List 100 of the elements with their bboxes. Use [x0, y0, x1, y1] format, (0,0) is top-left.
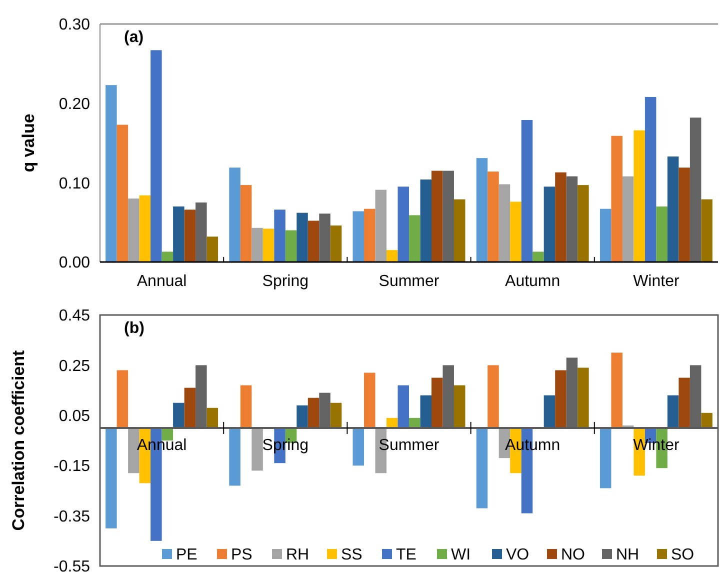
chart-title: (a)	[124, 29, 144, 46]
bar	[262, 228, 274, 262]
y-tick-label: -0.15	[54, 458, 90, 476]
bar	[678, 168, 690, 262]
bar	[544, 186, 556, 262]
x-tick-label: Autumn	[505, 273, 560, 290]
bar	[521, 120, 533, 262]
bar	[578, 185, 589, 262]
bar	[498, 184, 510, 262]
bar	[488, 172, 499, 262]
bar	[274, 210, 286, 262]
y-tick-label: 0.30	[58, 16, 90, 34]
bar	[398, 186, 409, 262]
legend-label: VO	[506, 546, 530, 564]
legend-label: PS	[231, 546, 252, 564]
bar	[701, 199, 712, 262]
bar	[116, 124, 128, 262]
y-axis-title: q value	[19, 114, 38, 172]
legend-label: NO	[561, 546, 585, 564]
x-tick-label: Spring	[262, 273, 309, 290]
y-tick-label: 0.05	[58, 408, 90, 425]
y-tick-label: -0.55	[54, 558, 90, 573]
bar	[296, 212, 308, 262]
x-tick-label: Winter	[633, 273, 680, 290]
bar	[139, 195, 151, 262]
y-tick-label: 0.10	[58, 175, 90, 192]
bar	[420, 179, 432, 262]
bar	[330, 226, 342, 262]
bar	[364, 208, 376, 262]
legend-label: SO	[671, 546, 694, 564]
chart-title: (b)	[124, 320, 144, 337]
bar	[488, 365, 499, 428]
bar	[296, 405, 308, 428]
bar	[644, 96, 656, 262]
bar	[330, 402, 342, 428]
bar	[476, 428, 488, 508]
bar	[431, 378, 443, 428]
bar	[544, 395, 556, 428]
bar	[308, 220, 320, 262]
bar	[678, 378, 690, 428]
bar	[173, 402, 184, 428]
bar	[285, 230, 297, 262]
bar	[409, 215, 420, 262]
bar	[611, 352, 622, 428]
legend-label: TE	[396, 546, 416, 564]
bar	[442, 170, 454, 262]
bar	[532, 252, 544, 262]
bar	[454, 199, 466, 262]
bar	[566, 176, 578, 262]
bar	[252, 228, 263, 262]
y-tick-label: 0.45	[58, 308, 90, 325]
x-tick-label: Summer	[378, 273, 440, 290]
bar	[510, 202, 522, 262]
bar	[476, 158, 488, 262]
bar	[106, 85, 117, 262]
bar	[364, 372, 376, 428]
legend-label: WI	[451, 546, 471, 564]
bar	[206, 408, 218, 428]
x-tick-label: Annual	[136, 273, 187, 290]
bar	[375, 190, 387, 262]
bar	[398, 385, 409, 428]
bar	[578, 368, 589, 428]
bar	[184, 210, 196, 262]
bar	[116, 370, 128, 428]
bar	[667, 156, 679, 262]
legend-label: NH	[616, 546, 640, 564]
bar	[454, 385, 466, 428]
bar	[634, 130, 645, 262]
bar	[352, 211, 364, 262]
bar	[240, 185, 252, 262]
bar	[431, 170, 443, 262]
bar	[622, 176, 634, 262]
bar	[555, 172, 566, 262]
bar	[555, 370, 566, 428]
bar	[150, 50, 162, 262]
y-axis-title: Correlation coefficient	[9, 350, 28, 531]
bar	[184, 388, 196, 428]
bar	[701, 412, 712, 428]
bar	[667, 395, 679, 428]
y-tick-label: -0.35	[54, 508, 90, 526]
y-tick-label: 0.20	[58, 96, 90, 113]
bar	[600, 208, 612, 262]
bar	[252, 428, 263, 471]
y-tick-label: 0.25	[58, 358, 90, 375]
legend-label: PE	[176, 546, 198, 564]
bar	[319, 214, 330, 262]
bar	[308, 398, 320, 428]
bar	[420, 395, 432, 428]
bar	[229, 428, 240, 486]
bar	[128, 198, 140, 262]
bar	[173, 206, 184, 262]
legend-label: RH	[286, 546, 310, 564]
bar	[386, 250, 398, 262]
bar	[386, 418, 398, 428]
bar	[106, 428, 117, 528]
legend-label: SS	[341, 546, 362, 564]
bar	[690, 118, 702, 262]
x-tick-label: Summer	[378, 436, 440, 454]
bar	[352, 428, 364, 466]
bar	[656, 206, 668, 262]
